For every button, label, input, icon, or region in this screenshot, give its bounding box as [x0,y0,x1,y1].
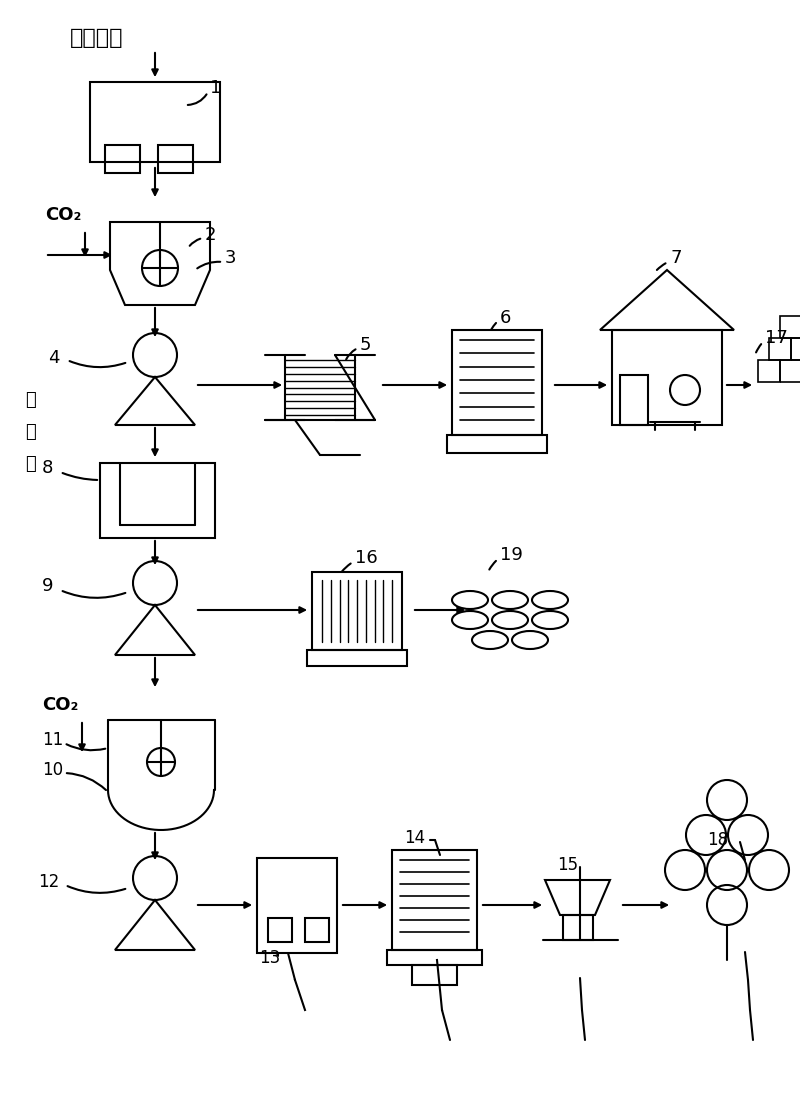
Text: 16: 16 [355,549,378,567]
Text: 13: 13 [259,949,281,967]
Bar [105,145,140,173]
Bar [791,338,800,360]
Bar [268,918,292,942]
Bar [780,316,800,338]
Bar [387,950,482,965]
Bar [563,915,593,940]
Text: 11: 11 [42,731,63,749]
Text: CO₂: CO₂ [42,696,78,714]
Text: 氯: 氯 [25,391,36,409]
Bar [307,650,407,666]
Bar [412,965,457,985]
Text: 12: 12 [38,873,59,891]
Text: 6: 6 [500,309,511,327]
Bar [257,858,337,953]
Text: 2: 2 [205,226,217,244]
Bar [90,82,220,162]
Bar [312,572,402,650]
Bar [100,463,215,538]
Bar [158,145,193,173]
Text: 18: 18 [707,831,729,849]
Bar [612,330,722,425]
Text: 化: 化 [25,423,36,440]
Bar [447,435,547,453]
Text: 8: 8 [42,459,54,477]
Bar [769,338,791,360]
Text: 19: 19 [500,546,523,564]
Text: 14: 14 [405,828,426,847]
Text: 15: 15 [558,856,578,874]
Bar [620,375,648,425]
Text: 17: 17 [765,329,788,346]
Text: 9: 9 [42,577,54,595]
Text: 氯硏盐泥: 氯硏盐泥 [70,28,123,48]
Text: 5: 5 [360,336,371,354]
Text: 锨: 锨 [25,455,36,473]
Bar [392,850,477,950]
Text: 10: 10 [42,761,63,779]
Bar [305,918,329,942]
Text: 3: 3 [225,249,237,267]
Text: CO₂: CO₂ [45,205,82,224]
Bar [780,360,800,381]
Bar [452,330,542,435]
Text: 4: 4 [48,349,59,367]
Bar [758,360,780,381]
Text: 1: 1 [210,79,222,97]
Text: 7: 7 [670,249,682,267]
